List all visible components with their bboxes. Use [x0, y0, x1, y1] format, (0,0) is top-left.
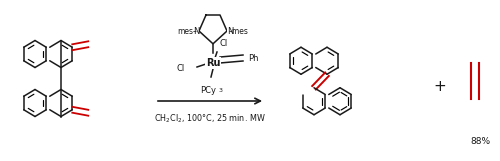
Text: Ru: Ru: [206, 58, 220, 68]
Text: +: +: [434, 79, 446, 94]
Text: CH$_2$Cl$_2$, 100°C, 25 min. MW: CH$_2$Cl$_2$, 100°C, 25 min. MW: [154, 113, 266, 125]
Text: mes–: mes–: [177, 27, 197, 35]
Text: N: N: [192, 27, 199, 35]
Text: Cl: Cl: [220, 39, 228, 48]
Text: PCy: PCy: [200, 86, 216, 95]
Text: Cl: Cl: [177, 63, 185, 72]
Text: N: N: [227, 27, 234, 35]
Text: 88%: 88%: [470, 137, 490, 146]
Text: 3: 3: [219, 88, 223, 93]
Text: –mes: –mes: [229, 27, 249, 35]
Text: Ph: Ph: [248, 53, 258, 62]
